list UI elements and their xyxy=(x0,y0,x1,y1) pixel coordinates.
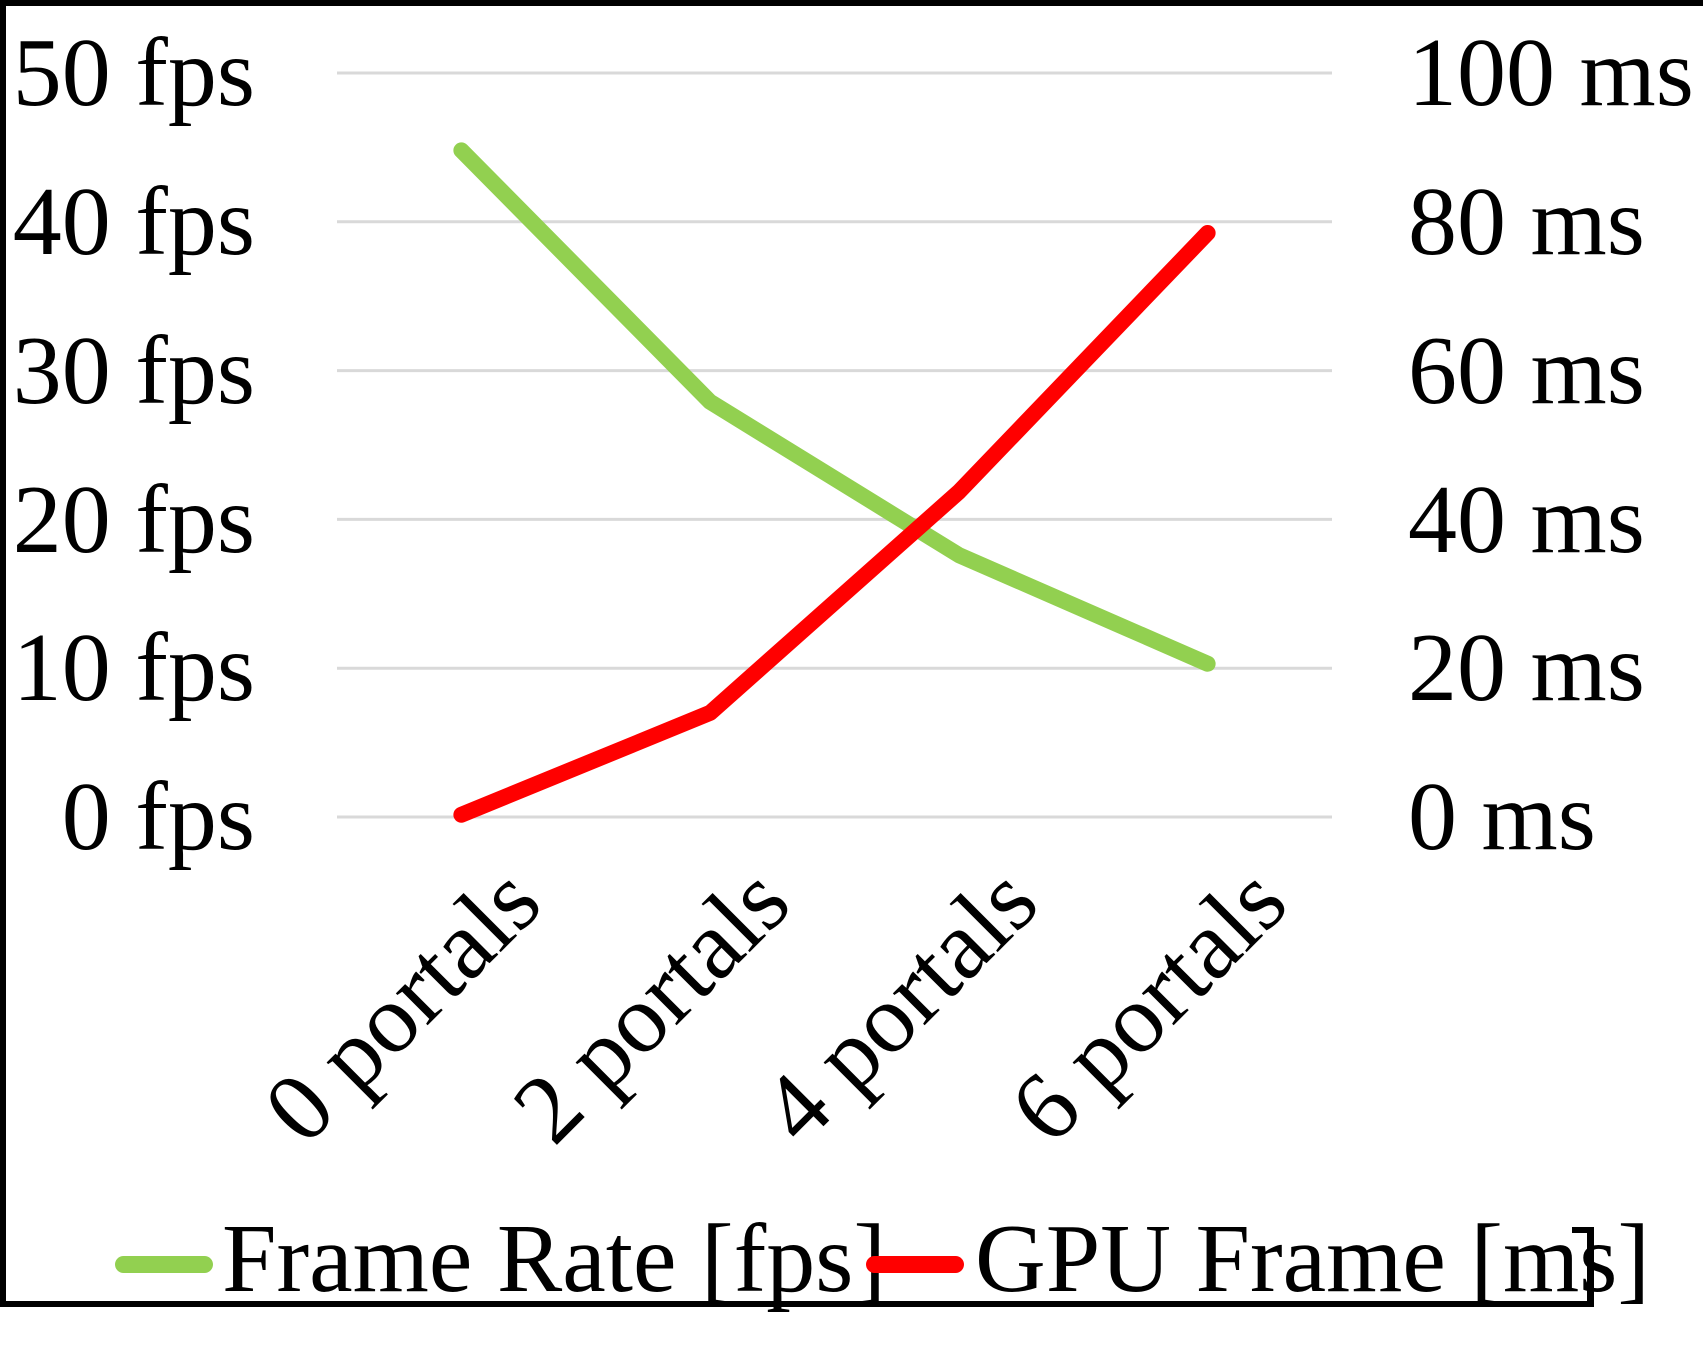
y-axis-left-tick: 10 fps xyxy=(12,614,255,722)
y-axis-left-tick: 40 fps xyxy=(12,168,255,276)
y-axis-right-tick: 80 ms xyxy=(1408,168,1645,276)
y-axis-left-tick: 0 fps xyxy=(61,763,255,871)
figure-border-bottom xyxy=(0,1301,1594,1307)
legend-label-frame-rate: Frame Rate [fps] xyxy=(222,1205,886,1313)
y-axis-right-tick: 60 ms xyxy=(1408,317,1645,425)
y-axis-right-tick: 100 ms xyxy=(1408,19,1694,127)
legend-label-gpu-frame: GPU Frame [ms] xyxy=(975,1205,1651,1313)
y-axis-right-tick: 40 ms xyxy=(1408,466,1645,574)
series-line-1 xyxy=(453,224,1216,823)
figure-border-notch xyxy=(1572,1227,1594,1233)
legend-swatch-frame-rate xyxy=(115,1256,213,1273)
y-axis-right-tick: 0 ms xyxy=(1408,763,1596,871)
y-axis-left-tick: 20 fps xyxy=(12,466,255,574)
y-axis-left-tick: 30 fps xyxy=(12,317,255,425)
figure-border-left xyxy=(0,0,6,1307)
y-axis-left-tick: 50 fps xyxy=(12,19,255,127)
series-line-0 xyxy=(453,142,1216,672)
figure-border-right-partial xyxy=(1587,1230,1594,1307)
legend-swatch-gpu-frame xyxy=(866,1256,964,1273)
y-axis-right-tick: 20 ms xyxy=(1408,614,1645,722)
figure-border-top xyxy=(0,0,1703,6)
